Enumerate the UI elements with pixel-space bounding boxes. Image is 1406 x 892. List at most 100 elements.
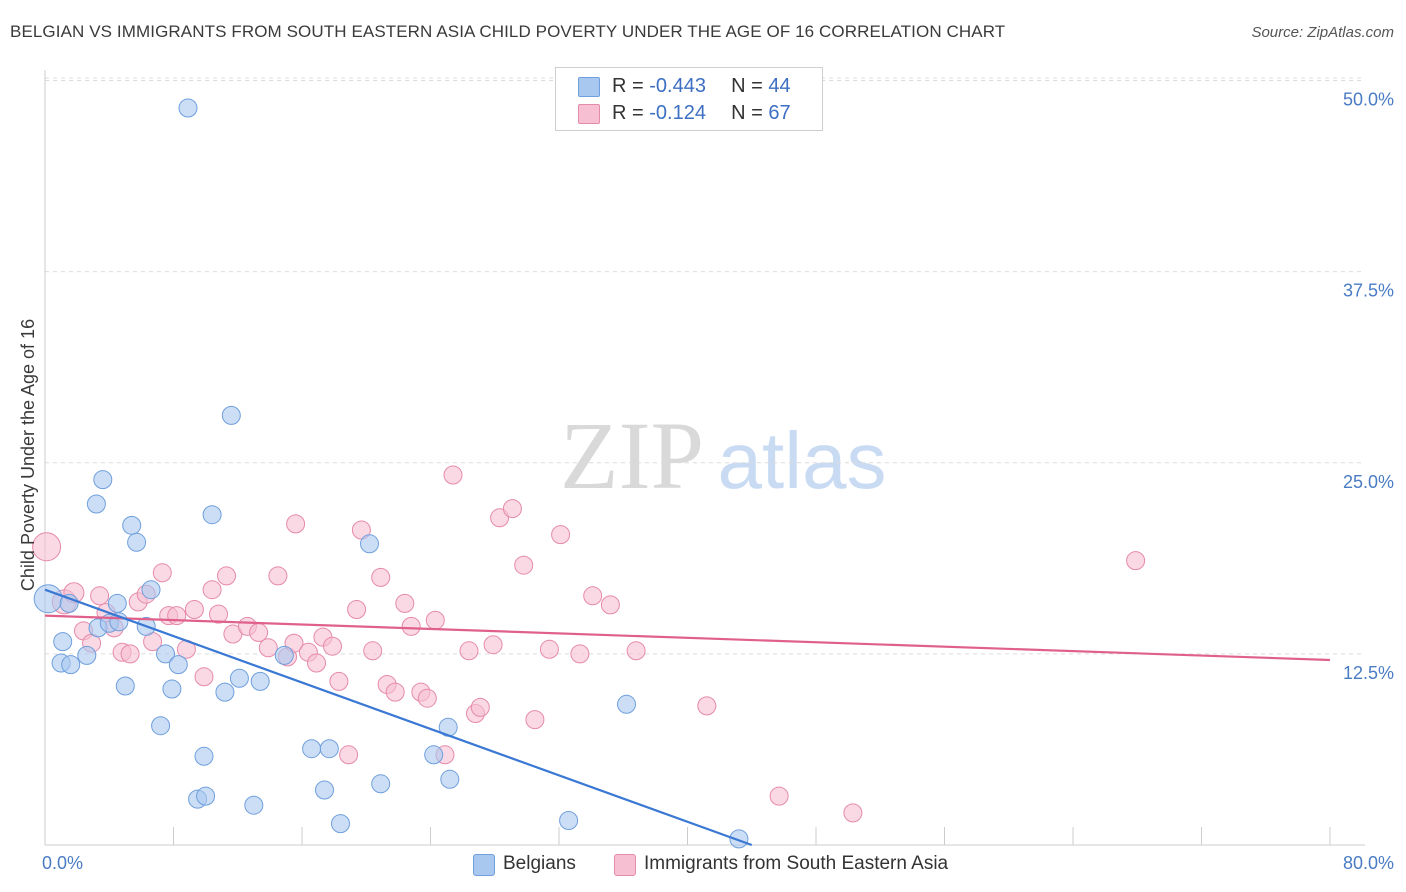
data-point-sea <box>483 635 503 655</box>
trend-line-belgians <box>44 588 753 847</box>
data-point-sea <box>600 595 620 615</box>
data-point-belgians <box>61 655 81 675</box>
data-point-sea <box>32 532 62 562</box>
data-point-belgians <box>729 829 749 849</box>
data-point-belgians <box>77 645 97 665</box>
data-point-belgians <box>371 774 391 794</box>
data-point-belgians <box>107 593 127 613</box>
legend-swatch-belgians <box>578 77 600 97</box>
watermark: ZIP atlas <box>560 402 886 509</box>
y-tick-label: 50.0% <box>1343 90 1394 110</box>
data-point-sea <box>347 600 367 619</box>
data-point-belgians <box>274 645 294 665</box>
n-value-sea: 67 <box>768 102 791 124</box>
legend-label-belgians: Belgians <box>503 853 576 874</box>
data-point-sea <box>152 563 172 583</box>
data-point-belgians <box>315 780 334 800</box>
data-point-belgians <box>360 534 379 554</box>
data-point-sea <box>120 644 140 664</box>
data-point-sea <box>395 593 415 613</box>
data-point-sea <box>385 682 405 702</box>
y-axis-label: Child Poverty Under the Age of 16 <box>18 319 38 591</box>
data-point-sea <box>184 600 204 619</box>
data-point-belgians <box>440 769 460 789</box>
data-point-sea <box>167 606 187 626</box>
data-point-sea <box>425 610 445 630</box>
data-point-sea <box>90 586 110 606</box>
data-point-sea <box>371 567 391 587</box>
data-point-sea <box>514 555 534 575</box>
data-point-sea <box>209 604 228 624</box>
legend-swatch-sea <box>578 104 600 124</box>
data-point-sea <box>459 641 479 661</box>
data-point-belgians <box>178 98 198 118</box>
data-point-belgians <box>559 811 579 830</box>
x-tick-label-min: 0.0% <box>42 853 83 873</box>
data-point-belgians <box>229 668 249 688</box>
legend-swatch-sea <box>614 854 636 876</box>
n-value-belgians: 44 <box>768 75 791 97</box>
data-point-sea <box>249 623 269 642</box>
data-point-belgians <box>122 515 142 535</box>
data-point-belgians <box>196 786 216 806</box>
data-point-belgians <box>250 671 270 691</box>
r-label: R = <box>612 75 650 97</box>
data-point-belgians <box>194 746 214 766</box>
data-point-sea <box>570 644 590 664</box>
y-tick-label: 12.5% <box>1343 663 1394 683</box>
axes <box>44 70 1365 846</box>
data-point-sea <box>258 638 278 658</box>
r-value-belgians: -0.443 <box>649 75 706 97</box>
data-point-sea <box>443 465 463 485</box>
data-point-belgians <box>141 580 161 600</box>
data-point-sea <box>626 641 646 661</box>
data-point-belgians <box>156 644 175 664</box>
data-point-belgians <box>202 505 222 525</box>
data-point-belgians <box>617 694 636 714</box>
y-tick-label: 25.0% <box>1343 472 1394 492</box>
x-tick-label-max: 80.0% <box>1343 853 1394 873</box>
chart-title: BELGIAN VS IMMIGRANTS FROM SOUTH EASTERN… <box>10 22 1006 41</box>
data-point-belgians <box>151 716 171 736</box>
trend-line-sea <box>44 614 1331 662</box>
data-point-sea <box>268 566 288 586</box>
data-point-sea <box>339 745 359 765</box>
grid <box>45 77 1365 655</box>
data-point-sea <box>843 803 863 823</box>
data-point-belgians <box>319 739 339 759</box>
legend-swatch-belgians <box>473 854 495 876</box>
data-point-sea <box>525 710 545 730</box>
data-point-belgians <box>331 814 350 834</box>
data-point-belgians <box>93 470 113 490</box>
data-point-sea <box>769 786 789 806</box>
data-point-belgians <box>162 679 182 699</box>
data-point-sea <box>470 697 490 717</box>
source-credit: Source: ZipAtlas.com <box>1251 24 1394 41</box>
series-belgians-points <box>33 98 749 849</box>
data-point-sea <box>323 636 342 656</box>
data-point-sea <box>286 514 306 534</box>
series-legend: Belgians Immigrants from South Eastern A… <box>0 852 1406 878</box>
watermark-atlas: atlas <box>718 416 887 505</box>
data-point-belgians <box>53 632 73 652</box>
n-label: N = <box>731 75 769 97</box>
r-label: R = <box>612 102 650 124</box>
data-point-belgians <box>168 655 188 675</box>
data-point-sea <box>401 616 421 636</box>
data-point-sea <box>502 499 522 519</box>
data-point-belgians <box>33 584 63 614</box>
data-point-belgians <box>86 494 106 514</box>
y-tick-label: 37.5% <box>1343 281 1394 301</box>
data-point-sea <box>490 508 510 528</box>
watermark-zip: ZIP <box>560 402 704 509</box>
legend-label-sea: Immigrants from South Eastern Asia <box>644 853 949 874</box>
x-ticks <box>173 827 1331 845</box>
data-point-sea <box>417 688 437 708</box>
trend-lines <box>44 588 1331 847</box>
data-point-sea <box>217 566 236 586</box>
data-point-belgians <box>115 676 135 696</box>
correlation-legend: R = -0.443 N = 44 R = -0.124 N = 67 <box>555 67 823 131</box>
data-point-belgians <box>424 745 444 765</box>
data-point-belgians <box>244 795 264 815</box>
